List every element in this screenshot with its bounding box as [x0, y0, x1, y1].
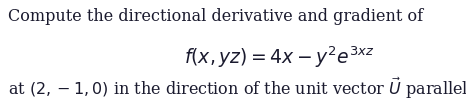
Text: Compute the directional derivative and gradient of: Compute the directional derivative and g…	[8, 8, 424, 25]
Text: at $(2, -1, 0)$ in the direction of the unit vector $\vec{U}$ parallel to $\lang: at $(2, -1, 0)$ in the direction of the …	[8, 76, 466, 101]
Text: $f(x, yz) = 4x - y^2 e^{3xz}$: $f(x, yz) = 4x - y^2 e^{3xz}$	[185, 44, 375, 70]
